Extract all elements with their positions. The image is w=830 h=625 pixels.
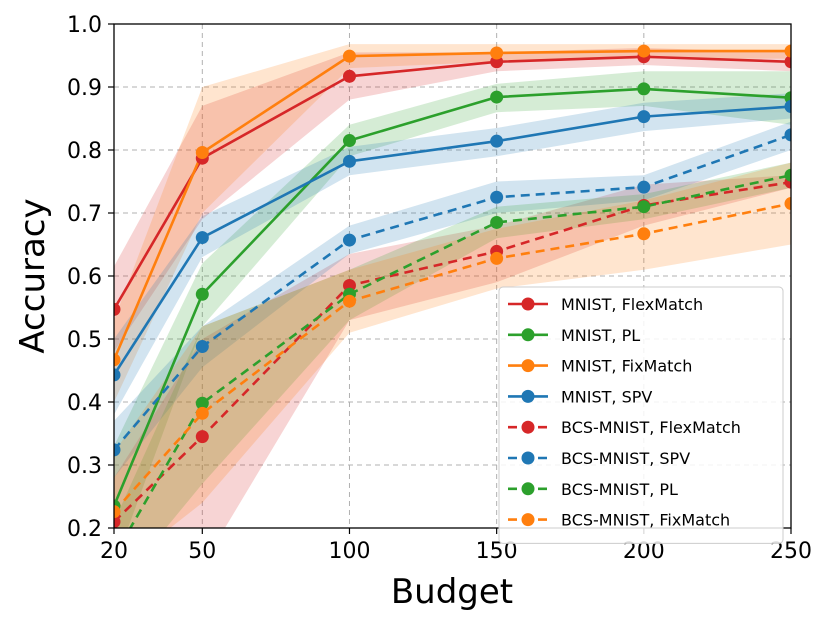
- y-tick-label: 0.5: [67, 328, 102, 353]
- y-tick-label: 0.2: [67, 517, 102, 542]
- band-mnist-spv: [114, 93, 791, 415]
- point-mnist-fixmatch: [342, 49, 356, 63]
- point-bcs-mnist-spv: [342, 233, 356, 247]
- point-bcs-mnist-spv: [784, 128, 791, 142]
- point-bcs-mnist-fixmatch: [784, 197, 791, 211]
- legend-label: BCS-MNIST, FlexMatch: [561, 418, 741, 437]
- point-mnist-fixmatch: [195, 146, 209, 160]
- point-mnist-spv: [490, 134, 504, 148]
- legend-marker: [521, 451, 535, 465]
- line-mnist-flexmatch: [114, 55, 791, 311]
- point-bcs-mnist-flexmatch: [114, 515, 121, 528]
- legend-marker: [521, 297, 535, 311]
- point-bcs-mnist-pl: [637, 200, 651, 214]
- grid: [114, 24, 791, 528]
- y-tick-label: 0.6: [67, 265, 102, 290]
- point-mnist-pl: [195, 287, 209, 301]
- x-tick-label: 50: [188, 539, 216, 564]
- point-mnist-fixmatch: [490, 46, 504, 60]
- line-mnist-spv: [114, 105, 791, 376]
- point-mnist-fixmatch: [114, 353, 121, 367]
- band-mnist-flexmatch: [114, 47, 791, 352]
- point-bcs-mnist-spv: [490, 190, 504, 204]
- point-bcs-mnist-fixmatch: [490, 251, 504, 265]
- confidence-bands: [114, 44, 791, 528]
- point-mnist-flexmatch: [342, 69, 356, 83]
- point-mnist-pl: [637, 82, 651, 96]
- point-mnist-fixmatch: [637, 44, 651, 58]
- legend-label: MNIST, SPV: [561, 387, 652, 406]
- point-mnist-spv: [114, 368, 121, 382]
- y-tick-label: 0.8: [67, 139, 102, 164]
- y-tick-label: 0.4: [67, 391, 102, 416]
- point-bcs-mnist-fixmatch: [114, 505, 121, 519]
- legend-label: BCS-MNIST, SPV: [561, 449, 690, 468]
- point-mnist-spv: [195, 231, 209, 245]
- point-bcs-mnist-fixmatch: [195, 406, 209, 420]
- point-bcs-mnist-pl: [490, 215, 504, 229]
- line-mnist-fixmatch: [114, 49, 791, 361]
- legend-label: BCS-MNIST, PL: [561, 480, 678, 499]
- band-bcs-mnist-flexmatch: [114, 175, 791, 528]
- point-bcs-mnist-fixmatch: [342, 294, 356, 308]
- point-bcs-mnist-spv: [114, 443, 121, 457]
- legend: MNIST, FlexMatch MNIST, PL MNIST, FixMatch…: [498, 286, 784, 544]
- point-bcs-mnist-flexmatch: [195, 430, 209, 444]
- y-tick-label: 1.0: [67, 13, 102, 38]
- point-mnist-spv: [637, 110, 651, 124]
- series-markers: [114, 44, 791, 528]
- y-tick-label: 0.3: [67, 454, 102, 479]
- legend-label: MNIST, FixMatch: [561, 357, 692, 376]
- line-bcs-mnist-pl: [128, 173, 791, 528]
- legend-marker: [521, 389, 535, 403]
- point-mnist-spv: [784, 100, 791, 114]
- x-tick-label: 20: [100, 539, 128, 564]
- point-mnist-spv: [342, 154, 356, 168]
- band-bcs-mnist-pl: [114, 162, 791, 528]
- line-bcs-mnist-spv: [114, 133, 791, 451]
- point-bcs-mnist-spv: [195, 340, 209, 354]
- point-bcs-mnist-spv: [637, 180, 651, 194]
- band-bcs-mnist-fixmatch: [114, 162, 791, 528]
- series-lines: [114, 49, 791, 528]
- x-tick-label: 100: [328, 539, 370, 564]
- point-mnist-flexmatch: [114, 302, 121, 316]
- legend-label: MNIST, FlexMatch: [561, 295, 703, 314]
- legend-label: MNIST, PL: [561, 326, 640, 345]
- legend-marker: [521, 513, 535, 527]
- legend-box: [498, 286, 784, 544]
- legend-marker: [521, 359, 535, 373]
- legend-marker: [521, 420, 535, 434]
- line-mnist-pl: [114, 87, 791, 507]
- y-axis-ticks: 0.2 0.3 0.4 0.5 0.6 0.7 0.8 0.9 1.0: [67, 13, 114, 542]
- legend-marker: [521, 482, 535, 496]
- x-axis-title: Budget: [391, 572, 513, 612]
- y-tick-label: 0.9: [67, 76, 102, 101]
- point-bcs-mnist-fixmatch: [637, 227, 651, 241]
- point-bcs-mnist-pl: [195, 396, 209, 410]
- point-mnist-flexmatch: [784, 55, 791, 69]
- point-mnist-pl: [342, 134, 356, 148]
- y-tick-label: 0.7: [67, 202, 102, 227]
- line-bcs-mnist-fixmatch: [114, 202, 791, 513]
- point-mnist-fixmatch: [784, 44, 791, 58]
- legend-label: BCS-MNIST, FixMatch: [561, 511, 730, 530]
- point-bcs-mnist-pl: [784, 168, 791, 182]
- point-mnist-pl: [490, 90, 504, 104]
- legend-marker: [521, 328, 535, 342]
- band-bcs-mnist-spv: [114, 121, 791, 478]
- y-axis-title: Accuracy: [13, 198, 53, 353]
